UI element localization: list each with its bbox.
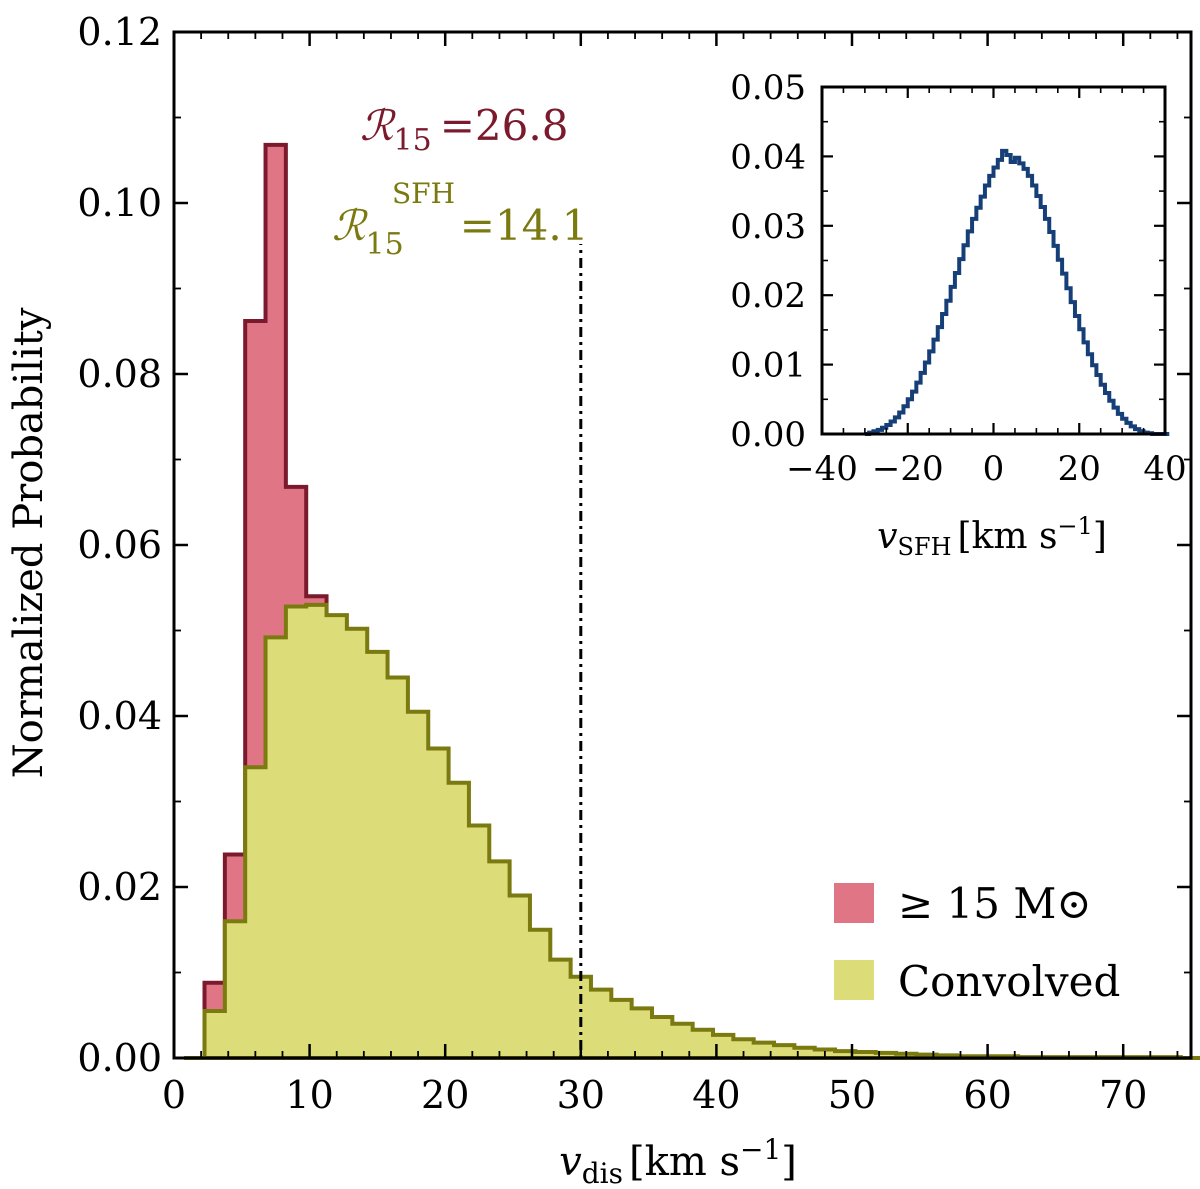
inset-axis-ticks: −40 −20 0 20 40 0.00 0.01 0.02 0.03 0.04 0.05	[730, 68, 1186, 489]
x-tick-label: 30	[557, 1073, 605, 1117]
x-tick-label: 40	[692, 1073, 740, 1117]
x-axis-title: vdis [km s−1]	[559, 1133, 797, 1189]
y-tick-label: 0.04	[77, 694, 162, 738]
inset-y-tick-label: 0.04	[730, 137, 806, 177]
r15-annotation: ℛ15 =26.8	[360, 101, 568, 158]
inset-x-tick-label: 0	[983, 449, 1005, 489]
y-tick-label: 0.06	[77, 523, 162, 567]
inset-plot-frame	[820, 85, 1167, 436]
x-tick-label: 10	[285, 1073, 333, 1117]
legend-label-ge15: ≥ 15 M⊙	[898, 879, 1092, 928]
legend-swatch-yellow	[834, 960, 874, 1000]
x-tick-label: 20	[421, 1073, 469, 1117]
inset-plot: −40 −20 0 20 40 0.00 0.01 0.02 0.03 0.04 0.05 vSFH…	[730, 68, 1186, 561]
inset-y-tick-label: 0.00	[730, 415, 806, 455]
y-axis-title: Normalized Probability	[6, 307, 52, 778]
main-plot: 0 10 20 30 40 50 60 70 0.00 0.02 0.04 0.06 0.08 0.10 0…	[6, 10, 1200, 1189]
inset-x-tick-label: 40	[1143, 449, 1186, 489]
inset-x-tick-label: −40	[786, 449, 858, 489]
legend-swatch-pink	[834, 883, 874, 923]
inset-x-tick-label: 20	[1058, 449, 1101, 489]
x-tick-label: 0	[162, 1073, 186, 1117]
series-area-1	[184, 602, 1200, 1060]
y-tick-label: 0.02	[77, 865, 162, 909]
inset-step-line	[864, 148, 1170, 436]
r15-sfh-superscript: SFH	[392, 177, 455, 210]
x-tick-label: 60	[963, 1073, 1011, 1117]
legend-label-convolved: Convolved	[898, 957, 1120, 1006]
inset-y-tick-label: 0.05	[730, 68, 806, 108]
main-axis-ticks: 0 10 20 30 40 50 60 70 0.00 0.02 0.04 0.06 0.08 0.10 0…	[77, 10, 1191, 1117]
x-tick-label: 70	[1099, 1073, 1147, 1117]
y-tick-label: 0.10	[77, 181, 162, 225]
y-tick-label: 0.12	[77, 10, 162, 54]
inset-y-tick-label: 0.01	[730, 346, 806, 386]
r15-sfh-annotation: ℛ15 =14.1	[332, 201, 588, 262]
inset-y-tick-label: 0.03	[730, 207, 806, 247]
inset-y-tick-label: 0.02	[730, 276, 806, 316]
x-tick-label: 50	[828, 1073, 876, 1117]
legend: ≥ 15 M⊙ Convolved	[834, 879, 1120, 1006]
y-tick-label: 0.08	[77, 352, 162, 396]
inset-x-axis-title: vSFH [km s−1]	[877, 512, 1107, 561]
y-tick-label: 0.00	[77, 1036, 162, 1080]
inset-x-tick-label: −20	[872, 449, 944, 489]
